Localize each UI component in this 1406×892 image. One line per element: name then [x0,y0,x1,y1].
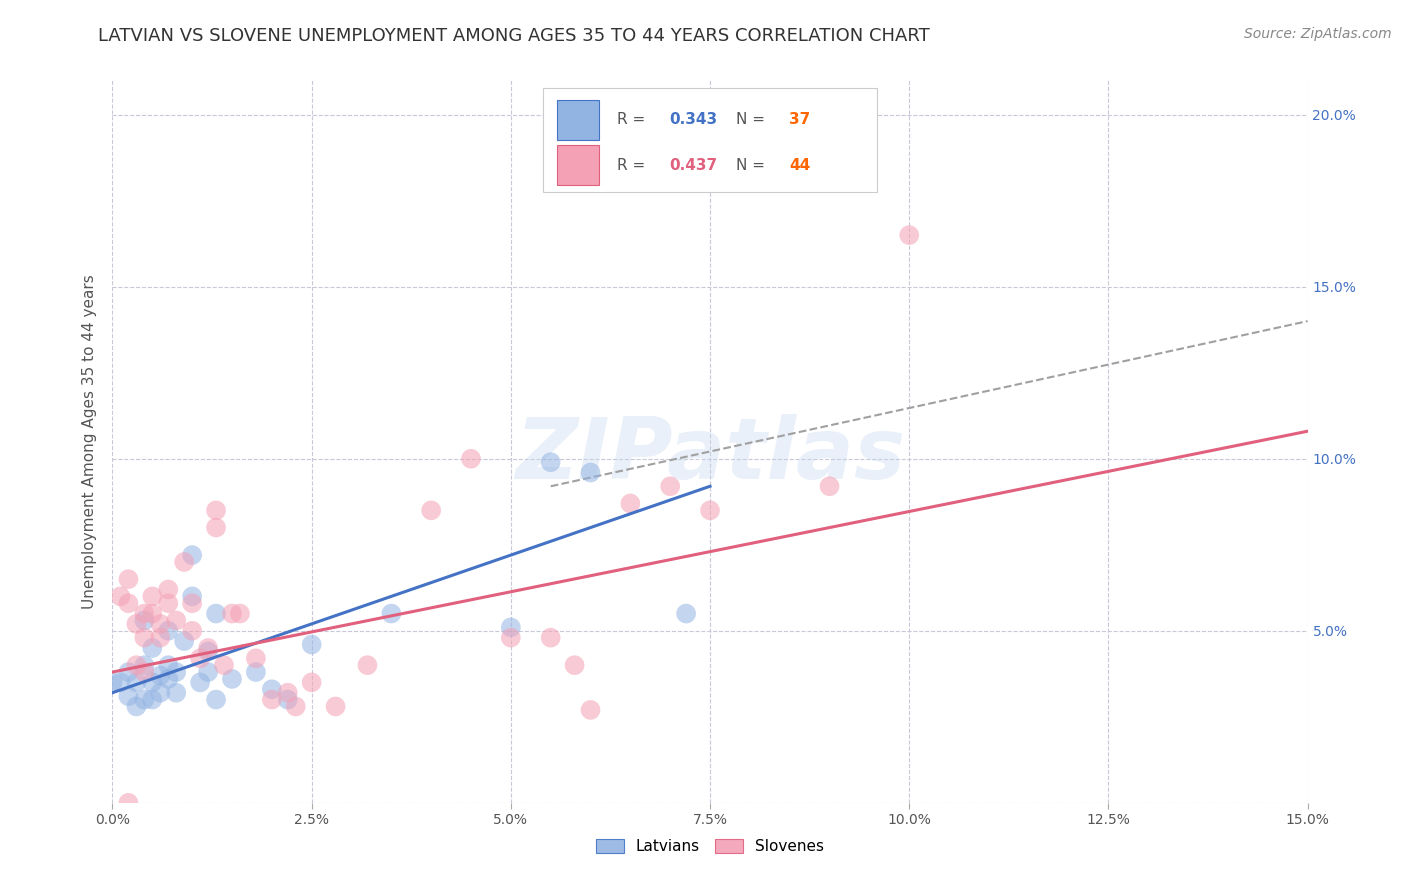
Point [301,638,323,652]
Point [260,692,283,706]
Point [134,665,156,679]
Point [277,686,299,700]
Point [659,479,682,493]
Text: R =: R = [617,158,650,173]
Point [157,672,180,686]
Text: Source: ZipAtlas.com: Source: ZipAtlas.com [1244,27,1392,41]
Point [205,607,228,621]
Point [149,616,172,631]
FancyBboxPatch shape [557,145,599,185]
Point [117,572,139,586]
Point [205,692,228,706]
Point [380,607,402,621]
Point [173,634,195,648]
Point [110,675,132,690]
Text: N =: N = [737,158,770,173]
Point [141,640,163,655]
Point [165,686,187,700]
Point [181,596,204,610]
Text: 0.437: 0.437 [669,158,717,173]
Point [181,624,204,638]
Point [157,596,180,610]
FancyBboxPatch shape [543,87,877,193]
Legend: Latvians, Slovenes: Latvians, Slovenes [591,833,830,860]
Text: R =: R = [617,112,650,127]
Point [205,503,228,517]
Point [540,631,562,645]
Point [117,665,139,679]
Point [675,607,697,621]
Point [141,675,163,690]
Point [619,496,641,510]
Point [101,675,124,690]
Text: 44: 44 [789,158,810,173]
Point [420,503,443,517]
Point [205,520,228,534]
Point [181,548,204,562]
Text: LATVIAN VS SLOVENE UNEMPLOYMENT AMONG AGES 35 TO 44 YEARS CORRELATION CHART: LATVIAN VS SLOVENE UNEMPLOYMENT AMONG AG… [98,27,931,45]
Point [125,658,148,673]
Point [188,651,211,665]
Point [125,675,148,690]
Point [134,631,156,645]
Point [221,672,243,686]
FancyBboxPatch shape [557,100,599,139]
Y-axis label: Unemployment Among Ages 35 to 44 years: Unemployment Among Ages 35 to 44 years [82,274,97,609]
Point [165,614,187,628]
Point [188,675,211,690]
Point [277,692,299,706]
Point [117,689,139,703]
Point [110,590,132,604]
Point [245,665,267,679]
Point [245,651,267,665]
Point [564,658,586,673]
Point [149,668,172,682]
Point [260,682,283,697]
Point [134,607,156,621]
Point [898,228,921,243]
Point [356,658,378,673]
Point [229,607,252,621]
Point [579,703,602,717]
Point [157,582,180,597]
Point [818,479,841,493]
Point [141,590,163,604]
Point [117,596,139,610]
Point [141,607,163,621]
Point [540,455,562,469]
Point [149,631,172,645]
Point [181,590,204,604]
Point [499,620,522,634]
Point [134,692,156,706]
Point [301,675,323,690]
Point [699,503,721,517]
Point [134,614,156,628]
Point [125,616,148,631]
Point [165,665,187,679]
Point [197,644,219,658]
Point [157,624,180,638]
Point [221,607,243,621]
Text: N =: N = [737,112,770,127]
Point [460,451,482,466]
Point [149,686,172,700]
Point [284,699,307,714]
Point [499,631,522,645]
Point [197,640,219,655]
Text: 37: 37 [789,112,810,127]
Point [197,665,219,679]
Point [579,466,602,480]
Text: ZIPatlas: ZIPatlas [515,415,905,498]
Text: 0.343: 0.343 [669,112,717,127]
Point [325,699,347,714]
Point [212,658,235,673]
Point [134,658,156,673]
Point [141,692,163,706]
Point [173,555,195,569]
Point [117,796,139,810]
Point [125,699,148,714]
Point [157,658,180,673]
